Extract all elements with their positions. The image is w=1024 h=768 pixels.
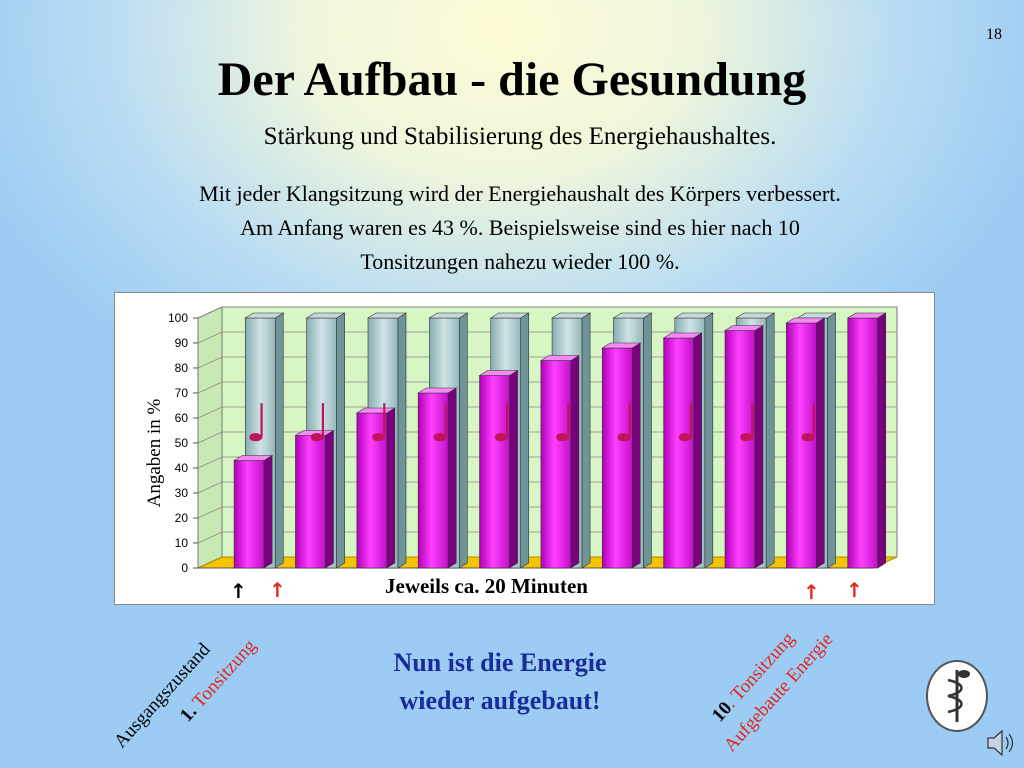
body-line-2: Am Anfang waren es 43 %. Beispielsweise … (240, 215, 800, 240)
bar-magenta (417, 387, 458, 569)
y-tick-label: 70 (175, 386, 189, 400)
body-line-3: Tonsitzungen nahezu wieder 100 %. (360, 249, 680, 274)
slide-number: 18 (986, 26, 1002, 43)
bar-magenta (601, 342, 642, 569)
y-tick-label: 50 (175, 436, 189, 450)
gridline (197, 306, 897, 319)
music-note-icon: ♩ (245, 394, 270, 454)
conclusion: Nun ist die Energie wieder aufgebaut! (340, 644, 660, 720)
arrow-up-icon: ↑ (269, 578, 286, 602)
music-note-icon: ♩ (368, 394, 393, 454)
bar-magenta (233, 454, 274, 569)
y-tick-label: 100 (168, 311, 188, 325)
y-tick-label: 60 (175, 411, 189, 425)
music-note-icon: ♩ (797, 394, 822, 454)
music-note-icon: ♩ (429, 394, 454, 454)
body-line-1: Mit jeder Klangsitzung wird der Energieh… (199, 181, 841, 206)
bar-magenta (723, 324, 765, 569)
conclusion-line-1: Nun ist die Energie (393, 648, 607, 677)
y-tick-label: 10 (175, 536, 189, 550)
chart-svg: ♩ ♩ ♩ ♩ ♩ ♩ ♩ ♩ ♩ ♩ 0 10 20 30 40 50 60 70 80 90 100 Angabe… (144, 306, 898, 575)
music-note-icon: ♩ (675, 394, 700, 454)
music-note-icon: ♩ (306, 394, 331, 454)
y-tick-label: 20 (175, 511, 189, 525)
bar-magenta (294, 429, 335, 569)
subtitle: Stärkung und Stabilisierung des Energieh… (263, 123, 777, 150)
bar-magenta (539, 354, 580, 569)
music-note-icon: ♩ (613, 394, 638, 454)
bar-magenta (785, 317, 826, 569)
gridline (197, 331, 897, 344)
y-tick-label: 90 (175, 336, 189, 350)
music-note-icon: ♩ (552, 394, 577, 454)
y-tick-label: 30 (175, 486, 189, 500)
y-tick-label: 80 (175, 361, 189, 375)
y-tick-label: 40 (175, 461, 189, 475)
arrow-up-icon: ↑ (846, 578, 863, 602)
arrow-up-icon: ↑ (230, 579, 247, 603)
music-note-icon: ♩ (490, 394, 515, 454)
y-axis-label: Angaben in % (144, 398, 165, 507)
bar-magenta (478, 369, 519, 569)
bar-magenta (662, 332, 703, 569)
music-note-icon: ♩ (736, 394, 761, 454)
bar-magenta (355, 407, 396, 569)
x-axis-label: Jeweils ca. 20 Minuten (385, 574, 588, 598)
arrow-up-icon: ↑ (803, 580, 820, 604)
chart: ♩ ♩ ♩ ♩ ♩ ♩ ♩ ♩ ♩ ♩ 0 10 20 30 40 50 60 70 80 90 100 Angabe… (114, 292, 935, 605)
y-tick-label: 0 (181, 561, 188, 575)
bar-magenta (846, 312, 887, 569)
caduceus-logo-icon (926, 660, 988, 732)
speaker-icon[interactable] (984, 728, 1018, 763)
conclusion-line-2: wieder aufgebaut! (399, 686, 601, 715)
page-title: Der Aufbau - die Gesundung (217, 53, 807, 106)
